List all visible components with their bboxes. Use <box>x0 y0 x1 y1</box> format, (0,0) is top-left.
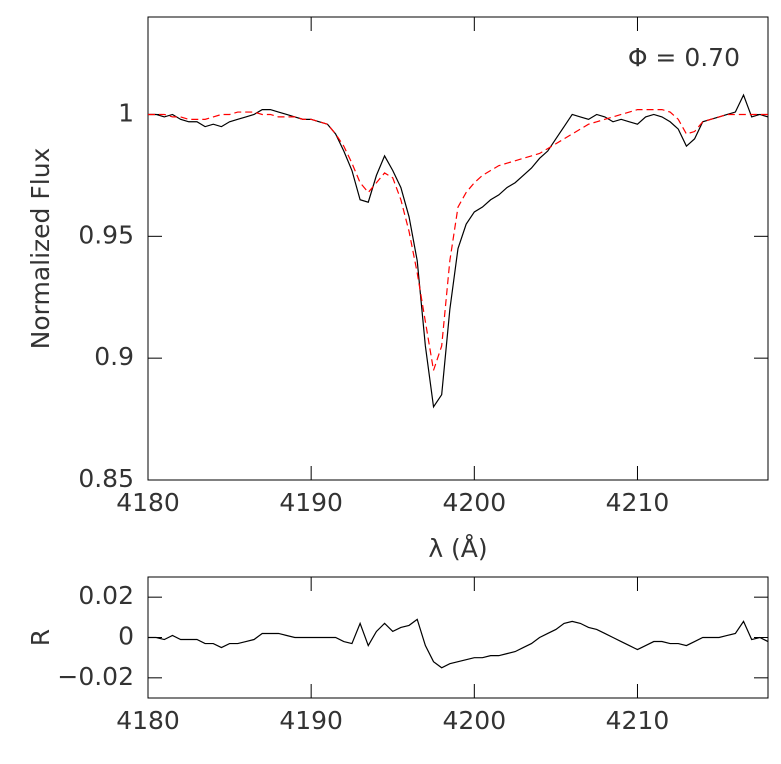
x-tick-label: 4200 <box>443 488 507 517</box>
x-tick-label: 4180 <box>116 706 180 735</box>
spectrum-line <box>148 93 769 409</box>
x-tick-label: 4190 <box>279 706 343 735</box>
x-tick-label: 4190 <box>279 488 343 517</box>
y-axis-label: Normalized Flux <box>26 148 55 350</box>
y-tick-label: 0.95 <box>78 220 134 249</box>
y-tick-label: 0.02 <box>78 581 134 610</box>
spectrum-line <box>148 109 768 371</box>
y-tick-label: 0 <box>118 622 134 651</box>
y-tick-label: 1 <box>118 98 134 127</box>
annotation: Φ = 0.70 <box>628 43 740 72</box>
x-axis-label: λ (Å) <box>428 534 487 563</box>
x-tick-label: 4200 <box>443 706 507 735</box>
y-tick-label: 0.9 <box>94 342 134 371</box>
x-tick-label: 4210 <box>606 488 670 517</box>
y-tick-label: 0.85 <box>78 464 134 493</box>
x-tick-label: 4180 <box>116 488 180 517</box>
y-axis-label: R <box>26 629 55 646</box>
x-tick-label: 4210 <box>606 706 670 735</box>
spectrum-line <box>148 618 769 669</box>
plot-frame <box>147 576 769 699</box>
y-tick-label: −0.02 <box>57 662 134 691</box>
plot-frame <box>147 16 769 481</box>
